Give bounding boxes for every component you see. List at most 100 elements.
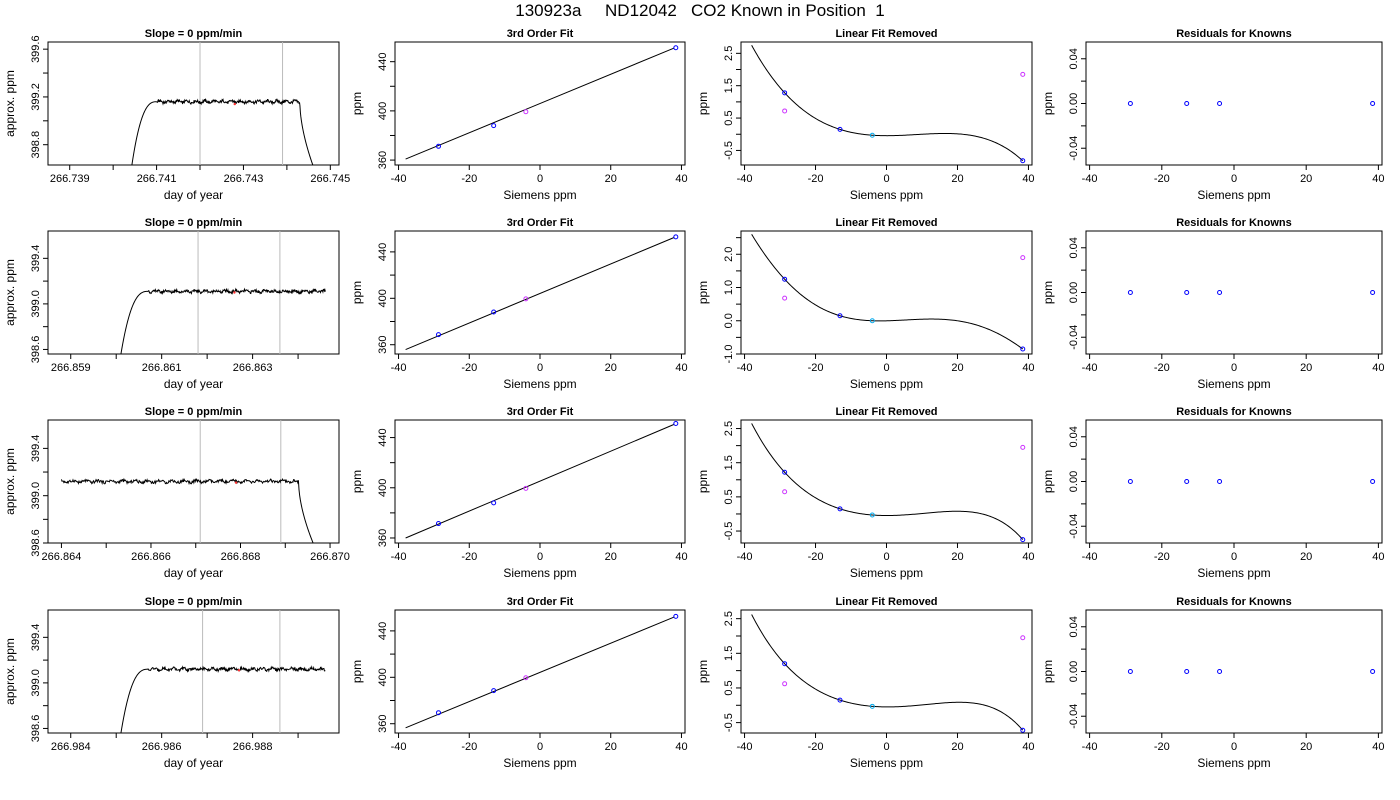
data-point xyxy=(1020,444,1026,450)
x-tick-label: 40 xyxy=(1022,741,1034,753)
x-tick-label: 266.745 xyxy=(310,173,350,185)
plot-frame xyxy=(740,609,1033,734)
data-point xyxy=(491,309,497,315)
data-point xyxy=(1184,101,1190,106)
data-point xyxy=(1217,290,1223,295)
panel-4-3: Linear Fit Removed Siemens ppm ppm -40 -20 0 2… xyxy=(696,596,1035,770)
data-point xyxy=(1370,101,1376,106)
data-point xyxy=(436,710,441,716)
plot-area xyxy=(120,610,326,733)
x-tick-label: 0 xyxy=(883,173,889,185)
y-tick-label: 360 xyxy=(377,715,389,733)
y-tick-label: 440 xyxy=(377,243,389,261)
x-tick-label: 0 xyxy=(1231,551,1237,563)
y-axis-label: approx. ppm xyxy=(3,448,17,515)
y-tick-label: 0.04 xyxy=(1068,48,1080,69)
y-tick-label: 440 xyxy=(377,428,389,446)
x-tick-label: 20 xyxy=(951,173,963,185)
y-tick-label: 0.04 xyxy=(1068,426,1080,447)
x-axis-label: Siemens ppm xyxy=(503,377,576,391)
panel-3-1: Slope = 0 ppm/min day of year approx. ppm 2… xyxy=(3,406,350,580)
data-point xyxy=(673,45,679,51)
y-tick-label: -0.5 xyxy=(723,141,735,160)
x-tick-label: -40 xyxy=(1082,741,1098,753)
x-axis-label: Siemens ppm xyxy=(850,377,923,391)
data-point xyxy=(436,143,441,149)
x-tick-label: 266.859 xyxy=(51,362,91,374)
plot-area xyxy=(1127,290,1376,295)
x-tick-label: 266.868 xyxy=(221,551,261,563)
concentration-trace xyxy=(120,665,326,733)
y-axis-label: ppm xyxy=(1041,92,1055,115)
panel-title: Linear Fit Removed xyxy=(835,596,937,608)
y-tick-label: 400 xyxy=(377,479,389,497)
y-tick-label: 398.6 xyxy=(30,529,42,557)
plot-frame xyxy=(47,609,340,734)
panel-1-1: Slope = 0 ppm/min day of year approx. ppm 2… xyxy=(3,28,350,202)
plot-frame xyxy=(1085,230,1383,355)
y-tick-label: 398.8 xyxy=(30,131,42,159)
x-tick-label: -40 xyxy=(391,362,407,374)
concentration-trace xyxy=(131,98,314,165)
y-tick-label: 399.6 xyxy=(30,35,42,63)
x-tick-label: 0 xyxy=(1231,362,1237,374)
x-tick-label: 0 xyxy=(883,551,889,563)
y-tick-label: 440 xyxy=(377,622,389,640)
panel-title: Slope = 0 ppm/min xyxy=(145,596,243,608)
plot-area xyxy=(405,45,679,160)
plot-area xyxy=(751,234,1026,352)
y-tick-label: 399.0 xyxy=(30,482,42,510)
x-tick-label: -20 xyxy=(461,173,477,185)
y-axis-label: ppm xyxy=(696,470,710,493)
data-point xyxy=(869,512,875,518)
y-tick-label: 0.04 xyxy=(1068,237,1080,258)
x-tick-label: -40 xyxy=(391,173,407,185)
x-tick-label: -20 xyxy=(808,551,824,563)
plot-frame xyxy=(740,230,1033,355)
fit-curve xyxy=(751,423,1024,540)
y-tick-label: -0.04 xyxy=(1068,136,1080,161)
data-point xyxy=(837,313,843,319)
trace-marker xyxy=(234,481,238,484)
fit-curve xyxy=(405,47,675,160)
panel-title: Residuals for Knowns xyxy=(1176,217,1292,229)
panel-title: Residuals for Knowns xyxy=(1176,406,1292,418)
data-point xyxy=(673,421,679,427)
plot-area xyxy=(131,42,314,165)
x-tick-label: 0 xyxy=(537,173,543,185)
data-point xyxy=(782,276,788,282)
x-tick-label: 266.739 xyxy=(50,173,90,185)
data-point xyxy=(436,521,441,527)
x-tick-label: 266.861 xyxy=(142,362,182,374)
data-point xyxy=(1370,669,1376,674)
data-point xyxy=(782,661,788,667)
data-point xyxy=(1184,479,1190,484)
x-tick-label: 0 xyxy=(537,551,543,563)
panel-title: Slope = 0 ppm/min xyxy=(145,217,243,229)
x-tick-label: 266.741 xyxy=(137,173,177,185)
y-tick-label: 360 xyxy=(377,151,389,169)
y-tick-label: 2.5 xyxy=(723,421,735,436)
panel-2-2: 3rd Order Fit Siemens ppm ppm -40 -20 0 20 40 36… xyxy=(350,217,688,391)
plot-area xyxy=(1127,101,1376,106)
y-tick-label: 0.00 xyxy=(1068,93,1080,114)
x-tick-label: 40 xyxy=(1022,551,1034,563)
y-axis-label: ppm xyxy=(350,660,364,683)
x-tick-label: -40 xyxy=(1082,173,1098,185)
y-axis-label: ppm xyxy=(696,92,710,115)
x-tick-label: 0 xyxy=(1231,741,1237,753)
x-tick-label: 20 xyxy=(1300,173,1312,185)
x-axis-label: day of year xyxy=(164,377,223,391)
x-tick-label: 0 xyxy=(537,741,543,753)
plot-frame xyxy=(1085,41,1383,166)
x-tick-label: 20 xyxy=(1300,362,1312,374)
y-tick-label: 399.4 xyxy=(30,435,42,463)
x-tick-label: -40 xyxy=(391,551,407,563)
y-tick-label: -0.5 xyxy=(723,713,735,732)
data-point xyxy=(491,500,497,506)
data-point xyxy=(782,681,788,687)
x-tick-label: 266.743 xyxy=(224,173,264,185)
plot-frame xyxy=(740,41,1033,166)
data-point xyxy=(1020,727,1026,733)
data-point xyxy=(1020,255,1026,261)
